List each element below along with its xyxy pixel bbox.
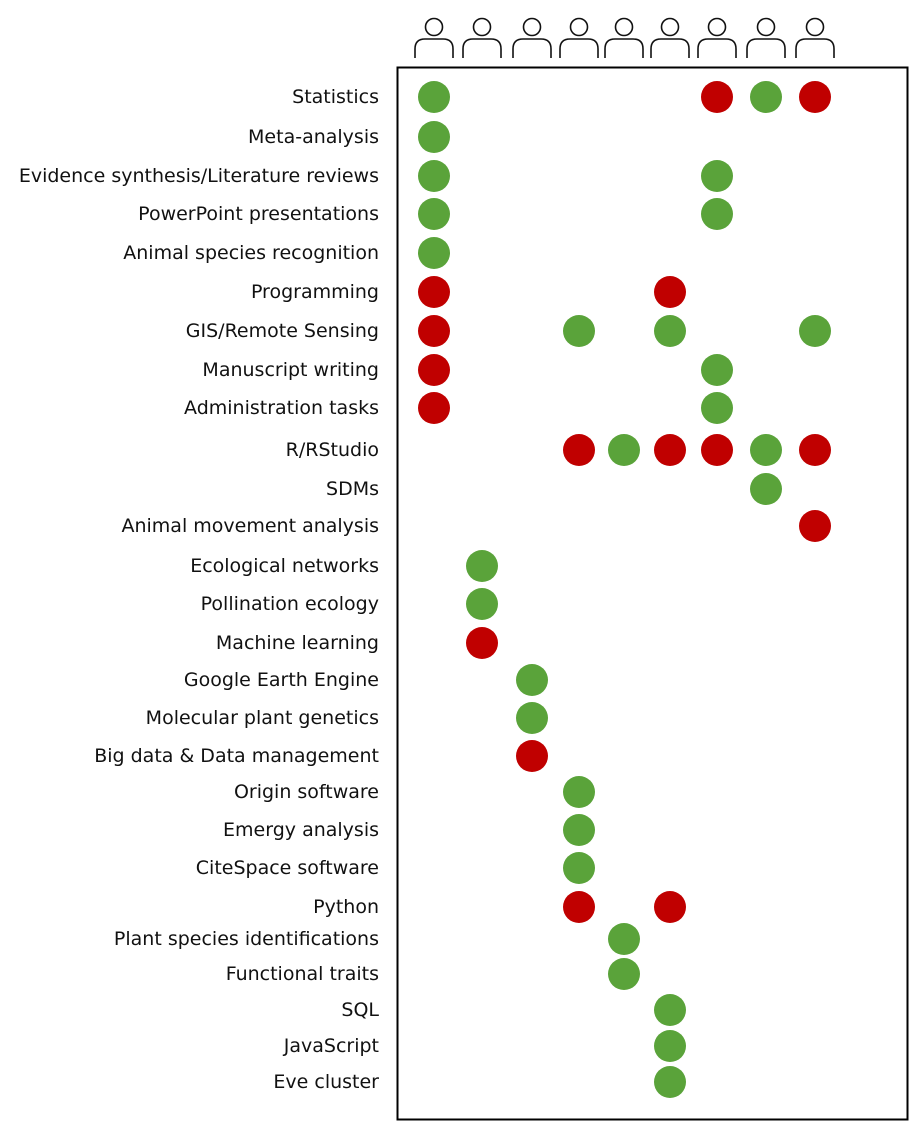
skill-label: Origin software <box>234 781 379 803</box>
want-dot <box>654 276 686 308</box>
skill-label: Animal species recognition <box>123 242 379 264</box>
skill-label: Administration tasks <box>184 397 379 419</box>
want-dot <box>418 354 450 386</box>
skill-label: SQL <box>341 999 379 1021</box>
person-outline-icon <box>795 17 835 58</box>
person-outline-icon <box>746 17 786 58</box>
have-dot <box>466 588 498 620</box>
have-dot <box>654 994 686 1026</box>
person-outline-icon <box>462 17 502 58</box>
have-dot <box>466 550 498 582</box>
skill-label: Ecological networks <box>190 555 379 577</box>
want-dot <box>516 740 548 772</box>
want-dot <box>418 276 450 308</box>
have-dot <box>654 1030 686 1062</box>
have-dot <box>418 121 450 153</box>
skill-label: GIS/Remote Sensing <box>186 320 379 342</box>
skill-label: Pollination ecology <box>201 593 379 615</box>
skill-label: Programming <box>251 281 379 303</box>
have-dot <box>608 434 640 466</box>
person-outline-icon <box>414 17 454 58</box>
have-dot <box>701 354 733 386</box>
person-outline-icon <box>697 17 737 58</box>
have-dot <box>701 198 733 230</box>
skill-label: Eve cluster <box>273 1071 379 1093</box>
want-dot <box>799 510 831 542</box>
skill-label: Google Earth Engine <box>184 669 379 691</box>
people-row <box>414 17 835 58</box>
have-dot <box>654 315 686 347</box>
have-dot <box>608 923 640 955</box>
want-dot <box>654 434 686 466</box>
want-dot <box>701 81 733 113</box>
have-dot <box>418 237 450 269</box>
have-dot <box>516 702 548 734</box>
want-dot <box>701 434 733 466</box>
skill-label: CiteSpace software <box>196 857 379 879</box>
have-dot <box>608 958 640 990</box>
have-dot <box>701 392 733 424</box>
have-dot <box>654 1066 686 1098</box>
want-dot <box>563 891 595 923</box>
have-dot <box>418 160 450 192</box>
skill-label: Big data & Data management <box>94 745 379 767</box>
skill-label: Animal movement analysis <box>121 515 379 537</box>
have-dot <box>750 434 782 466</box>
skill-label: Statistics <box>292 86 379 108</box>
skill-label: Meta-analysis <box>248 126 379 148</box>
have-dot <box>516 664 548 696</box>
skill-label: Manuscript writing <box>202 359 379 381</box>
skill-label: SDMs <box>326 478 379 500</box>
have-dot <box>563 776 595 808</box>
have-dot <box>418 81 450 113</box>
person-outline-icon <box>512 17 552 58</box>
matrix-frame <box>396 66 909 1121</box>
want-dot <box>563 434 595 466</box>
want-dot <box>418 315 450 347</box>
have-dot <box>563 315 595 347</box>
want-dot <box>799 434 831 466</box>
have-dot <box>418 198 450 230</box>
person-outline-icon <box>604 17 644 58</box>
skill-label: Python <box>313 896 379 918</box>
skill-labels: Statistics Meta-analysis Evidence synthesi… <box>19 86 380 1093</box>
skill-label: Emergy analysis <box>223 819 379 841</box>
skill-label: Molecular plant genetics <box>146 707 379 729</box>
have-dot <box>563 852 595 884</box>
skill-label: R/RStudio <box>286 439 379 461</box>
have-dot <box>750 81 782 113</box>
skill-label: PowerPoint presentations <box>138 203 379 225</box>
have-dot <box>701 160 733 192</box>
person-outline-icon <box>559 17 599 58</box>
skill-label: Functional traits <box>226 963 379 985</box>
have-dot <box>799 315 831 347</box>
want-dot <box>418 392 450 424</box>
want-dot <box>654 891 686 923</box>
want-dot <box>799 81 831 113</box>
want-dot <box>466 627 498 659</box>
skill-label: Plant species identifications <box>114 928 379 950</box>
person-outline-icon <box>650 17 690 58</box>
skill-label: JavaScript <box>283 1035 379 1057</box>
have-dot <box>563 814 595 846</box>
skill-dots <box>418 81 831 1098</box>
have-dot <box>750 473 782 505</box>
skill-label: Machine learning <box>216 632 379 654</box>
skill-label: Evidence synthesis/Literature reviews <box>19 165 379 187</box>
